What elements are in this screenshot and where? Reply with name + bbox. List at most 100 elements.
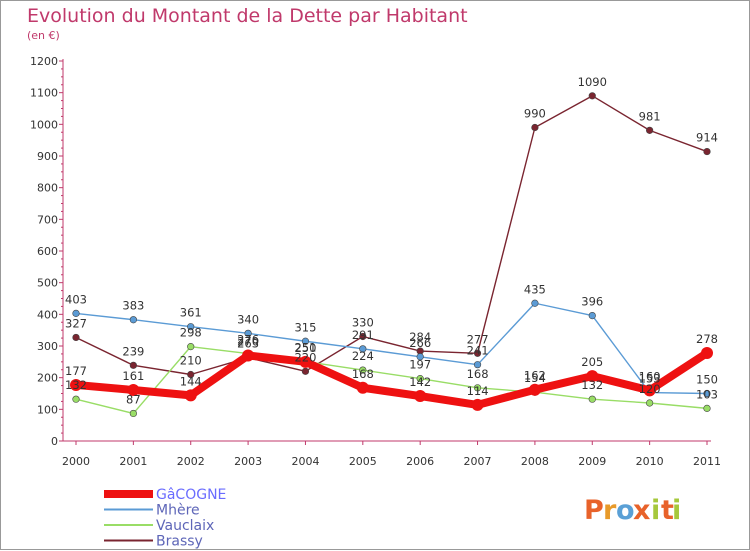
data-label-mhere: 340 [237, 312, 259, 326]
data-label-brassy: 210 [180, 354, 202, 368]
data-label-mhere: 291 [352, 328, 374, 342]
data-label-gacogne: 168 [352, 367, 374, 381]
data-label-vauclaix: 276 [237, 333, 259, 347]
data-point-vauclaix [646, 399, 654, 407]
x-tick-label: 2003 [234, 455, 262, 468]
data-label-brassy: 327 [65, 316, 87, 330]
data-point-vauclaix [473, 384, 482, 392]
data-label-gacogne: 278 [696, 332, 718, 346]
data-label-mhere: 435 [524, 282, 546, 296]
data-point-brassy [473, 349, 482, 357]
data-point-vauclaix [129, 409, 137, 418]
data-label-vauclaix: 251 [294, 341, 316, 355]
chart-title: Evolution du Montant de la Dette par Hab… [27, 5, 468, 27]
x-tick-label: 2000 [62, 455, 90, 468]
data-label-mhere: 150 [696, 373, 718, 387]
logo-letter: t [661, 495, 674, 526]
data-label-gacogne: 160 [639, 369, 661, 383]
data-point-vauclaix [416, 375, 424, 383]
y-tick-label: 500 [37, 277, 58, 290]
data-label-gacogne: 114 [467, 384, 489, 398]
data-point-brassy [703, 147, 711, 156]
y-tick-label: 1200 [30, 55, 58, 68]
x-tick-label: 2010 [636, 455, 664, 468]
x-tick-label: 2011 [693, 455, 721, 468]
y-tick-label: 1100 [30, 87, 58, 100]
data-label-gacogne: 162 [524, 369, 546, 383]
x-tick-label: 2001 [119, 455, 147, 468]
y-tick-label: 0 [51, 435, 58, 448]
y-tick-label: 1000 [30, 118, 58, 131]
data-point-mhere [703, 389, 711, 398]
data-point-mhere [416, 353, 424, 361]
data-label-mhere: 361 [180, 306, 202, 320]
data-point-brassy [129, 361, 137, 369]
data-point-mhere [244, 329, 252, 337]
data-label-mhere: 266 [409, 336, 431, 350]
data-point-brassy [359, 332, 367, 341]
data-point-gacogne [414, 390, 427, 403]
data-point-mhere [588, 312, 596, 320]
legend-label-mhere: Mhère [156, 503, 200, 519]
series-line-brassy [75, 95, 708, 376]
data-point-gacogne [70, 378, 82, 391]
chart-unit: (en €) [27, 29, 60, 42]
y-tick-label: 300 [37, 340, 58, 353]
logo-letter: o [616, 495, 635, 526]
y-tick-label: 700 [37, 213, 58, 226]
data-label-vauclaix: 120 [639, 382, 661, 396]
data-point-brassy [588, 92, 596, 100]
data-label-gacogne: 270 [237, 335, 259, 349]
data-point-mhere [531, 299, 539, 307]
x-tick-label: 2009 [578, 455, 606, 468]
data-label-brassy: 914 [696, 131, 718, 145]
y-tick-label: 900 [37, 150, 58, 163]
data-label-mhere: 396 [581, 295, 603, 309]
data-point-brassy [531, 123, 539, 132]
data-point-gacogne [299, 355, 312, 368]
data-label-mhere: 153 [639, 372, 661, 386]
data-point-gacogne [471, 398, 484, 411]
data-point-brassy [301, 367, 310, 375]
data-point-brassy [187, 370, 195, 379]
data-label-brassy: 277 [467, 332, 489, 346]
x-tick-label: 2004 [291, 455, 319, 468]
data-point-vauclaix [72, 395, 80, 403]
data-label-brassy: 220 [294, 350, 316, 364]
data-point-mhere [359, 345, 367, 353]
logo-letter: P [584, 495, 604, 526]
x-tick-label: 2008 [521, 455, 549, 468]
logo-letter: x [633, 495, 650, 526]
data-label-mhere: 403 [65, 292, 87, 306]
series-line-gacogne [72, 348, 711, 409]
data-label-gacogne: 177 [65, 364, 87, 378]
data-label-brassy: 263 [237, 337, 259, 351]
x-tick-label: 2002 [177, 455, 205, 468]
data-label-brassy: 284 [409, 330, 431, 344]
data-label-gacogne: 205 [581, 355, 603, 369]
logo-letter: i [651, 495, 660, 526]
data-label-gacogne: 144 [180, 374, 202, 388]
logo-letter: i [672, 495, 681, 526]
data-label-brassy: 239 [122, 344, 144, 358]
series-line-mhere [75, 302, 708, 395]
legend-label-gacogne: GâCOGNE [156, 487, 226, 503]
data-point-gacogne [643, 384, 656, 397]
data-label-mhere: 383 [122, 299, 144, 313]
data-point-gacogne [586, 370, 599, 383]
y-tick-label: 200 [37, 372, 58, 385]
data-label-brassy: 330 [352, 316, 374, 330]
x-tick-label: 2005 [349, 455, 377, 468]
data-point-vauclaix [359, 366, 367, 374]
data-point-vauclaix [588, 395, 596, 403]
data-label-vauclaix: 103 [696, 387, 718, 401]
legend-label-brassy: Brassy [156, 534, 203, 550]
legend-label-vauclaix: Vauclaix [156, 518, 214, 534]
data-point-mhere [301, 337, 310, 345]
data-label-brassy: 990 [524, 107, 546, 121]
y-tick-label: 400 [37, 308, 58, 321]
data-point-mhere [473, 361, 482, 369]
data-point-brassy [646, 126, 654, 134]
